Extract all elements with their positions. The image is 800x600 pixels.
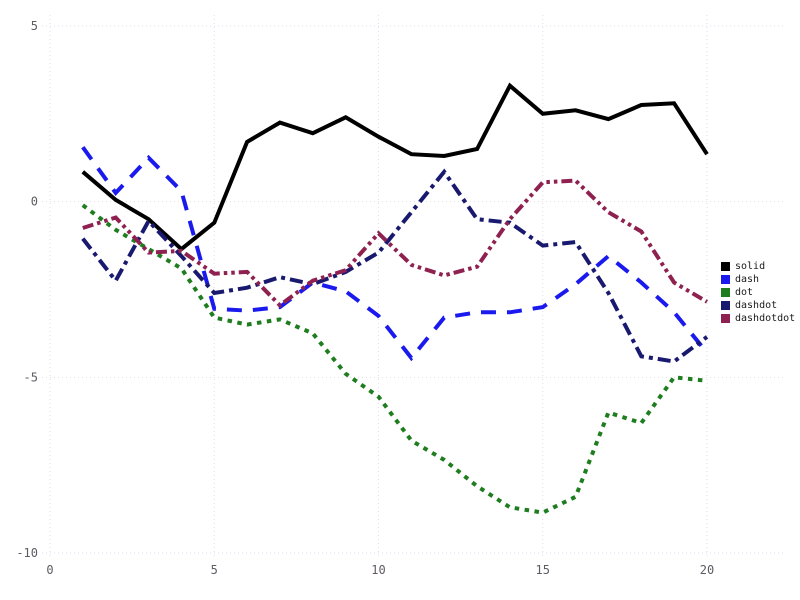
y-tick-label: 0 — [31, 195, 38, 209]
series-line-dot — [81, 203, 708, 515]
legend-item-dot: dot — [721, 286, 795, 298]
x-tick-label: 10 — [371, 563, 385, 577]
y-tick-label: -5 — [24, 370, 38, 384]
legend-swatch-dashdotdot — [721, 313, 730, 323]
legend-item-dashdotdot: dashdotdot — [721, 312, 796, 324]
x-tick-label: 5 — [211, 563, 218, 577]
y-axis-tick-labels: -10 -5 0 5 — [16, 19, 38, 560]
legend-item-dash: dash — [721, 273, 795, 285]
legend-item-label: solid — [735, 260, 766, 272]
y-tick-label: -10 — [16, 546, 38, 560]
y-tick-label: 5 — [31, 19, 38, 33]
legend-item-label: dot — [735, 286, 754, 298]
gridlines — [42, 15, 786, 558]
series-line-dash — [81, 146, 709, 362]
x-tick-label: 0 — [46, 563, 53, 577]
legend-item-solid: solid — [721, 260, 795, 272]
legend-swatch-solid — [721, 261, 730, 271]
series-lines — [81, 82, 709, 515]
legend: solid dash dot dashdot dashdotdot — [721, 260, 796, 324]
x-tick-label: 15 — [536, 563, 550, 577]
x-axis-tick-labels: 0 5 10 15 20 — [46, 563, 714, 577]
x-tick-label: 20 — [700, 563, 714, 577]
series-line-solid — [81, 82, 709, 252]
legend-swatch-dot — [721, 287, 730, 297]
legend-item-label: dash — [735, 273, 760, 285]
series-line-dashdotdot — [82, 178, 709, 308]
legend-item-label: dashdotdot — [735, 312, 796, 324]
legend-item-dashdot: dashdot — [721, 299, 795, 311]
legend-swatch-dash — [721, 274, 730, 284]
legend-item-label: dashdot — [735, 299, 778, 311]
series-line-dashdot — [81, 168, 709, 364]
legend-swatch-dashdot — [721, 300, 730, 310]
